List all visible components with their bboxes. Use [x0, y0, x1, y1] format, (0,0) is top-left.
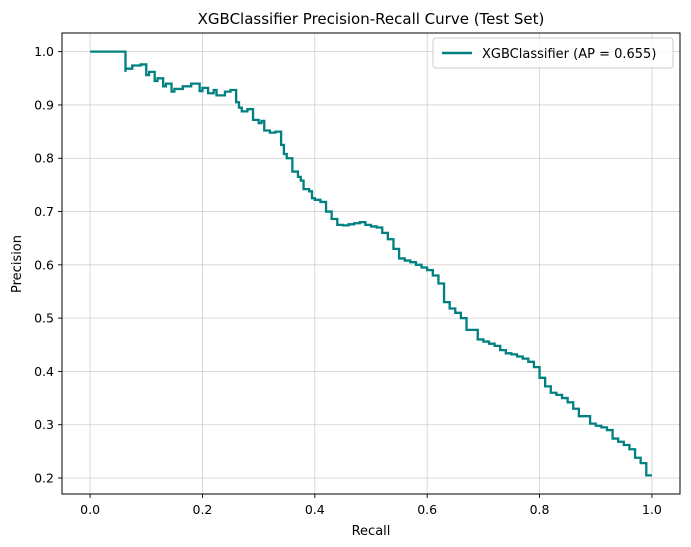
x-tick-label: 0.6: [417, 502, 437, 517]
x-axis-label: Recall: [352, 524, 391, 539]
y-tick-label: 0.4: [34, 364, 54, 379]
x-tick-label: 0.0: [80, 502, 100, 517]
legend: XGBClassifier (AP = 0.655): [432, 37, 674, 69]
y-axis-label: Precision: [10, 235, 25, 293]
y-tick-label: 0.2: [34, 471, 54, 486]
x-tick-label: 0.8: [530, 502, 550, 517]
pr-curve-line: [90, 50, 652, 477]
x-tick-label: 1.0: [642, 502, 662, 517]
x-tick-label: 0.2: [193, 502, 213, 517]
y-tick-label: 0.3: [34, 417, 54, 432]
y-tick-label: 0.6: [34, 257, 54, 272]
x-tick-label: 0.4: [305, 502, 325, 517]
grid-lines: [62, 33, 680, 494]
plot-series: [90, 50, 652, 477]
legend-box: [432, 37, 674, 69]
y-axis-ticks: 0.2 0.3 0.4 0.5 0.6 0.7 0.8 0.9 1.0: [34, 44, 62, 486]
y-tick-label: 0.7: [34, 204, 54, 219]
y-tick-label: 0.5: [34, 311, 54, 326]
y-tick-label: 1.0: [34, 44, 54, 59]
y-tick-label: 0.8: [34, 151, 54, 166]
chart-title: XGBClassifier Precision-Recall Curve (Te…: [198, 10, 545, 28]
legend-entry-label: XGBClassifier (AP = 0.655): [482, 47, 656, 62]
y-tick-label: 0.9: [34, 97, 54, 112]
x-axis-ticks: 0.0 0.2 0.4 0.6 0.8 1.0: [80, 494, 662, 517]
plot-frame: [61, 32, 681, 495]
